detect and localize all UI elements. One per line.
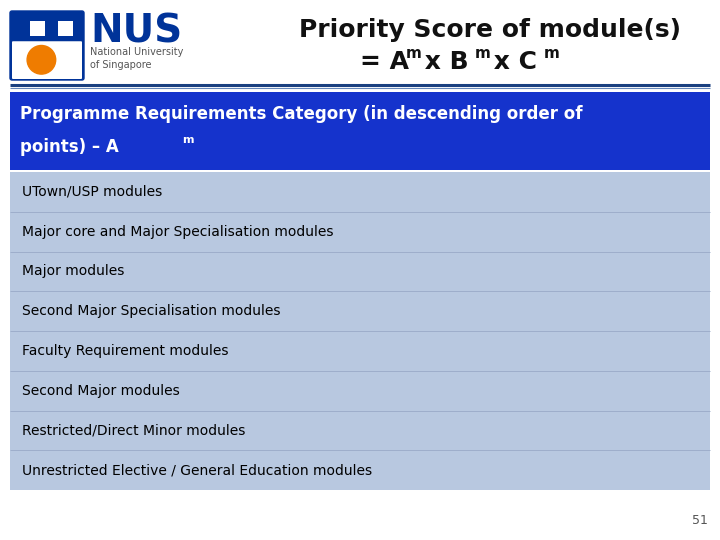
Text: = A: = A bbox=[360, 50, 409, 74]
Text: Major modules: Major modules bbox=[22, 265, 125, 279]
Circle shape bbox=[27, 45, 55, 74]
Bar bbox=[30, 22, 45, 36]
FancyBboxPatch shape bbox=[10, 11, 84, 80]
Text: Priority Score of module(s): Priority Score of module(s) bbox=[299, 18, 681, 42]
Text: NUS: NUS bbox=[90, 12, 182, 50]
Bar bbox=[58, 22, 73, 36]
Text: m: m bbox=[182, 134, 194, 145]
Text: Second Major modules: Second Major modules bbox=[22, 383, 180, 397]
Text: Unrestricted Elective / General Education modules: Unrestricted Elective / General Educatio… bbox=[22, 463, 372, 477]
Text: 51: 51 bbox=[692, 514, 708, 526]
Text: x B: x B bbox=[416, 50, 469, 74]
Bar bbox=[10, 172, 710, 490]
Text: Second Major Specialisation modules: Second Major Specialisation modules bbox=[22, 304, 281, 318]
Text: National University
of Singapore: National University of Singapore bbox=[90, 47, 184, 70]
Text: UTown/USP modules: UTown/USP modules bbox=[22, 185, 162, 199]
Text: m: m bbox=[406, 46, 422, 62]
Text: Major core and Major Specialisation modules: Major core and Major Specialisation modu… bbox=[22, 225, 333, 239]
Text: Programme Requirements Category (in descending order of: Programme Requirements Category (in desc… bbox=[20, 105, 582, 123]
Text: m: m bbox=[475, 46, 491, 62]
Text: m: m bbox=[544, 46, 560, 62]
Text: Faculty Requirement modules: Faculty Requirement modules bbox=[22, 344, 228, 358]
Bar bbox=[10, 92, 710, 170]
Text: points) – A: points) – A bbox=[20, 138, 119, 156]
FancyBboxPatch shape bbox=[12, 41, 82, 79]
Text: x C: x C bbox=[485, 50, 537, 74]
FancyBboxPatch shape bbox=[15, 16, 79, 40]
Text: Restricted/Direct Minor modules: Restricted/Direct Minor modules bbox=[22, 423, 246, 437]
